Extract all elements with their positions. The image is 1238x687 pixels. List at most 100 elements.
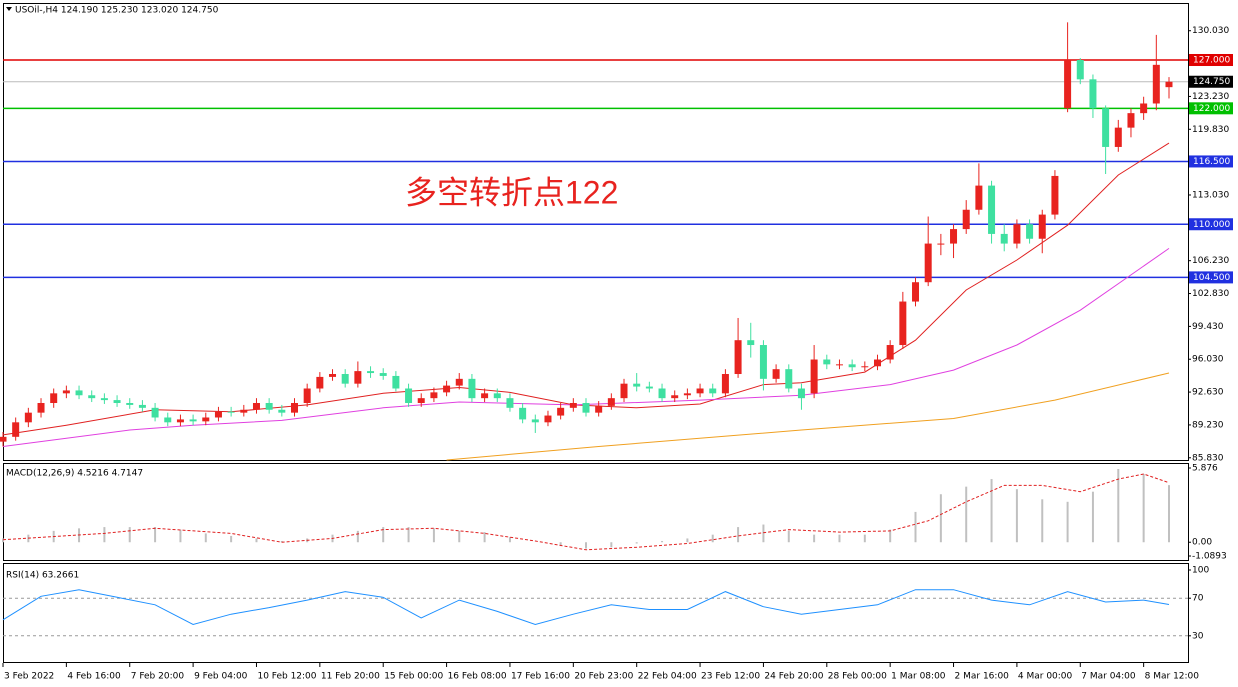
candle-body [113,400,121,403]
panel-title: RSI(14) 63.2661 [6,571,79,581]
y-tick-label: -1.0893 [1192,552,1227,562]
candle-body [303,388,311,403]
candle-body [240,409,248,413]
x-tick-label: 1 Mar 08:00 [891,672,946,682]
candle-body [443,385,451,393]
candle-body [138,404,146,408]
candle-body [582,402,590,413]
candle-body [785,369,793,389]
candle-body [62,390,70,394]
rsi-line [2,589,1170,626]
candle-body [392,375,400,389]
candle-body [645,386,653,389]
candle-body [1013,224,1021,244]
x-tick-label: 7 Feb 20:00 [131,672,185,682]
y-tick-label: 102.830 [1192,289,1229,299]
candle-body [531,419,539,423]
candle-body [1051,175,1059,215]
candle-body [810,359,818,394]
candle-body [506,398,514,408]
candle-body [379,373,387,376]
x-tick-label: 11 Feb 20:00 [321,672,380,682]
y-tick-label: 130.030 [1192,26,1229,36]
candle-body [405,388,413,403]
x-tick-label: 20 Feb 23:00 [574,672,633,682]
y-tick-label: 85.830 [1192,453,1224,463]
x-tick-label: 15 Feb 00:00 [384,672,443,682]
menu-arrow[interactable] [6,7,12,11]
candle-body [1089,79,1097,109]
candle-body [468,378,476,399]
x-tick-label: 24 Feb 20:00 [764,672,823,682]
x-tick-label: 4 Mar 00:00 [1018,672,1073,682]
candle-body [797,388,805,399]
candle-body [1140,103,1148,114]
candle-body [772,369,780,379]
candle-body [1165,81,1173,88]
y-tick-label: 70 [1192,594,1204,604]
candle-body [1000,233,1008,244]
candle-body [290,402,298,413]
candle-body [519,407,527,420]
candle-body [975,185,983,210]
candle-body [633,383,641,387]
candle-body [747,340,755,346]
candle-body [316,376,324,389]
candle-body [873,359,881,367]
current-price-bg [1189,75,1233,88]
level-label: 116.500 [1193,157,1230,167]
candle-body [214,411,222,418]
candle-body [671,395,679,399]
candle-body [721,374,729,394]
y-tick-label: 5.876 [1192,464,1218,474]
level-label-bg [1189,218,1233,231]
candle-body [835,364,843,366]
level-label: 104.500 [1193,273,1230,283]
x-tick-label: 4 Feb 16:00 [67,672,121,682]
x-tick-label: 17 Feb 16:00 [511,672,570,682]
rsi-panel [3,563,1189,663]
candle-body [50,393,58,403]
level-label: 110.000 [1193,220,1230,230]
candle-body [1064,60,1072,109]
candle-body [899,301,907,346]
level-label-bg [1189,54,1233,67]
candle-body [557,407,565,416]
annotation: 多空转折点122 [405,174,618,210]
y-tick-label: 123.230 [1192,92,1229,102]
candle-body [1026,224,1034,239]
candle-body [176,419,184,423]
x-tick-label: 9 Feb 04:00 [194,672,248,682]
candle-body [88,395,96,399]
y-tick-label: 0.00 [1192,538,1212,548]
y-tick-label: 113.030 [1192,190,1229,200]
x-tick-label: 7 Mar 04:00 [1081,672,1136,682]
candle-body [734,340,742,375]
candle-body [367,371,375,374]
candle-body [1152,64,1160,104]
y-tick-label: 106.230 [1192,256,1229,266]
candle-body [912,282,920,302]
level-label: 127.000 [1193,56,1230,66]
candle-body [341,374,349,384]
candle-body [620,383,628,399]
x-tick-label: 28 Feb 00:00 [828,672,887,682]
macd-panel [3,463,1189,561]
candle-body [455,378,463,386]
y-tick-label: 119.830 [1192,125,1229,135]
candle-body [151,407,159,418]
y-tick-label: 30 [1192,631,1204,641]
candle-body [189,419,197,422]
y-tick-label: 99.430 [1192,322,1224,332]
x-tick-label: 10 Feb 12:00 [257,672,316,682]
x-tick-label: 23 Feb 12:00 [701,672,760,682]
candle-body [1038,214,1046,239]
x-tick-label: 3 Feb 2022 [4,672,54,682]
candle-body [988,185,996,234]
level-label: 122.000 [1193,104,1230,114]
candle-body [595,405,603,413]
candle-body [759,345,767,379]
y-tick-label: 89.230 [1192,420,1224,430]
